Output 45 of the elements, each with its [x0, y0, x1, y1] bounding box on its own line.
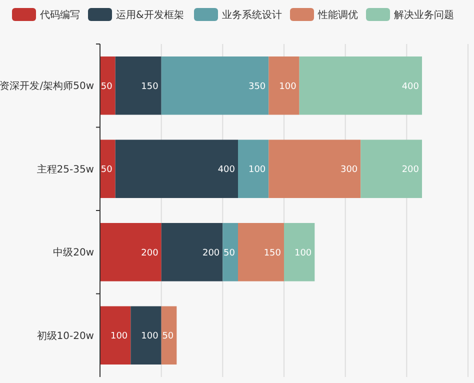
data-label: 100 [141, 332, 159, 342]
legend-label: 运用&开发框架 [116, 9, 184, 21]
bar [238, 222, 284, 282]
data-label: 400 [218, 165, 236, 176]
bar [299, 56, 422, 115]
bar [222, 222, 238, 282]
y-tick-label: 中级20w [53, 246, 94, 259]
bar [100, 222, 162, 282]
legend-label: 性能调优 [317, 9, 358, 21]
bar [115, 56, 162, 115]
bar [161, 56, 269, 115]
data-label: 150 [264, 248, 282, 258]
data-label: 50 [100, 82, 113, 92]
bar [100, 140, 116, 198]
data-label: 100 [294, 248, 312, 258]
bar [360, 140, 422, 198]
data-label: 400 [402, 82, 420, 92]
data-label: 200 [141, 248, 159, 258]
data-label: 300 [340, 165, 358, 176]
bar [115, 140, 238, 198]
data-label: 150 [141, 82, 159, 92]
bar [161, 222, 223, 282]
bar [161, 306, 177, 365]
legend-label: 解决业务问题 [394, 9, 454, 21]
y-tick-label: 主程25-35w [36, 163, 94, 176]
data-label: 100 [248, 165, 266, 176]
data-label: 350 [248, 82, 266, 92]
data-label: 100 [110, 332, 128, 342]
data-label: 200 [402, 165, 420, 176]
bar [284, 222, 315, 282]
data-label: 100 [279, 82, 297, 92]
bar [100, 306, 131, 365]
legend-label: 业务系统设计 [222, 9, 282, 21]
bar [268, 140, 361, 198]
legend-label: 代码编写 [39, 9, 80, 21]
y-tick-label: 初级10-20w [36, 330, 94, 342]
data-label: 200 [202, 248, 220, 258]
bar [130, 306, 162, 365]
data-label: 50 [100, 165, 113, 176]
bar [268, 56, 300, 115]
data-label: 50 [162, 332, 174, 342]
data-label: 50 [224, 248, 236, 258]
y-tick-label: 资深开发/架构师50w [0, 80, 94, 92]
bar [100, 56, 116, 115]
bar [238, 140, 269, 198]
